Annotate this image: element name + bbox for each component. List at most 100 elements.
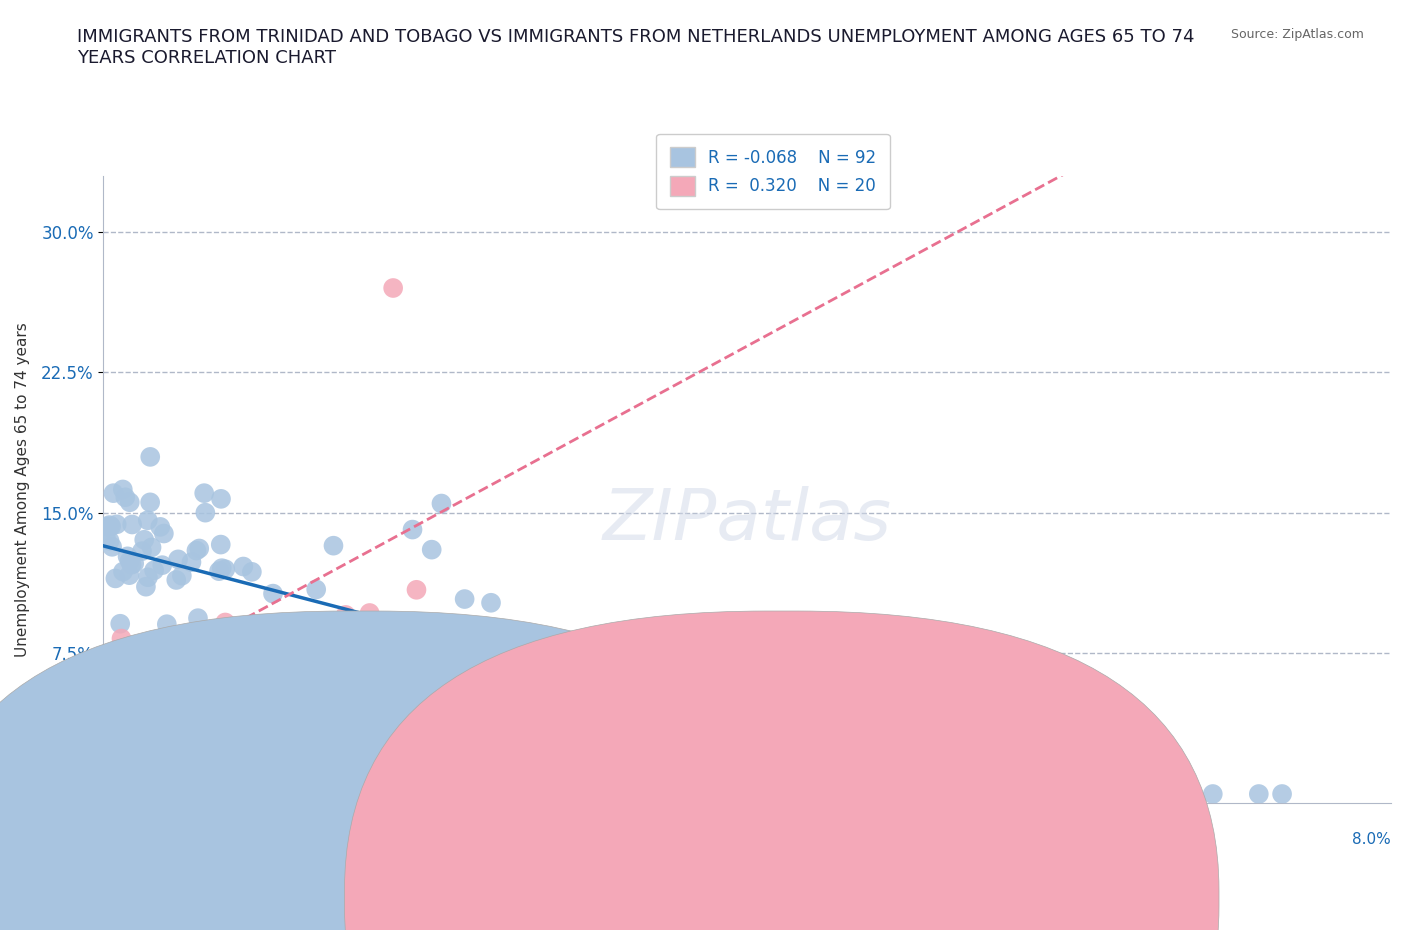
Point xyxy=(156,617,179,631)
Point xyxy=(134,532,156,547)
Point xyxy=(136,570,159,585)
Point xyxy=(139,449,162,464)
Point xyxy=(167,551,190,566)
Text: IMMIGRANTS FROM TRINIDAD AND TOBAGO VS IMMIGRANTS FROM NETHERLANDS UNEMPLOYMENT : IMMIGRANTS FROM TRINIDAD AND TOBAGO VS I… xyxy=(77,28,1195,67)
Point xyxy=(322,538,344,553)
Point xyxy=(250,673,273,688)
Point xyxy=(170,568,193,583)
Point xyxy=(526,693,548,708)
Point xyxy=(382,281,405,296)
Point xyxy=(1017,787,1039,802)
Point xyxy=(419,720,441,735)
Text: ZIPatlas: ZIPatlas xyxy=(603,486,891,555)
Point xyxy=(543,675,565,690)
Point xyxy=(118,684,141,698)
Point xyxy=(117,549,139,564)
Point xyxy=(1097,787,1119,802)
Point xyxy=(143,563,166,578)
Point xyxy=(301,615,323,630)
Point xyxy=(122,556,145,571)
Point xyxy=(1271,787,1294,802)
Point xyxy=(101,539,124,554)
Point xyxy=(1118,787,1140,802)
Point xyxy=(290,664,312,679)
Point xyxy=(332,644,354,659)
Point xyxy=(284,636,307,651)
Point xyxy=(714,743,737,758)
Point xyxy=(188,541,211,556)
Legend: R = -0.068    N = 92, R =  0.320    N = 20: R = -0.068 N = 92, R = 0.320 N = 20 xyxy=(657,134,890,209)
Point xyxy=(114,651,136,666)
Point xyxy=(734,787,756,802)
Point xyxy=(136,512,159,527)
Point xyxy=(193,485,215,500)
Text: 0.0%: 0.0% xyxy=(104,831,142,846)
Point xyxy=(212,632,235,647)
Point xyxy=(104,571,127,586)
Point xyxy=(100,519,122,534)
Point xyxy=(135,579,157,594)
Point xyxy=(111,565,134,579)
Point xyxy=(131,544,153,559)
Point xyxy=(1119,787,1142,802)
Point xyxy=(214,615,236,630)
Point xyxy=(420,542,443,557)
Point xyxy=(122,696,145,711)
Point xyxy=(761,750,783,764)
Text: Immigrants from Trinidad and Tobago: Immigrants from Trinidad and Tobago xyxy=(437,847,723,862)
Point xyxy=(121,557,143,572)
Point xyxy=(236,621,259,636)
Point xyxy=(180,554,202,569)
Point xyxy=(1202,787,1225,802)
Point xyxy=(139,495,162,510)
Point xyxy=(118,567,141,582)
Point xyxy=(650,787,672,802)
Point xyxy=(98,518,121,533)
Point xyxy=(475,703,498,718)
Point xyxy=(382,696,405,711)
Point xyxy=(110,631,132,646)
Point xyxy=(208,564,231,578)
Point xyxy=(194,505,217,520)
Point xyxy=(262,586,284,601)
Point xyxy=(160,652,183,667)
Point xyxy=(606,654,628,669)
Text: Immigrants from Netherlands: Immigrants from Netherlands xyxy=(827,847,1053,862)
Point xyxy=(232,559,254,574)
Point xyxy=(105,517,128,532)
Point xyxy=(870,785,893,800)
Point xyxy=(1029,787,1052,802)
Point xyxy=(187,611,209,626)
Point xyxy=(97,519,120,534)
Point xyxy=(1160,787,1182,802)
Point xyxy=(112,668,135,683)
Point xyxy=(186,543,208,558)
Point xyxy=(98,533,121,548)
Point xyxy=(153,526,176,541)
Point xyxy=(156,635,179,650)
Point xyxy=(124,687,146,702)
Point xyxy=(118,553,141,568)
Point xyxy=(98,682,121,697)
Point xyxy=(359,605,381,620)
Point xyxy=(94,531,117,546)
Point xyxy=(530,732,553,747)
Point xyxy=(209,491,232,506)
Point xyxy=(319,657,342,671)
Point xyxy=(401,522,423,537)
Point xyxy=(111,482,134,497)
Point xyxy=(214,562,236,577)
Point xyxy=(165,573,187,588)
Point xyxy=(236,626,259,641)
Point xyxy=(180,628,202,643)
Point xyxy=(405,582,427,597)
Point xyxy=(149,520,172,535)
Point xyxy=(475,655,498,670)
Point xyxy=(194,664,217,679)
Point xyxy=(121,517,143,532)
Point xyxy=(430,496,453,511)
Point xyxy=(305,582,328,597)
Point xyxy=(479,595,502,610)
Point xyxy=(150,558,173,573)
Point xyxy=(118,495,141,510)
